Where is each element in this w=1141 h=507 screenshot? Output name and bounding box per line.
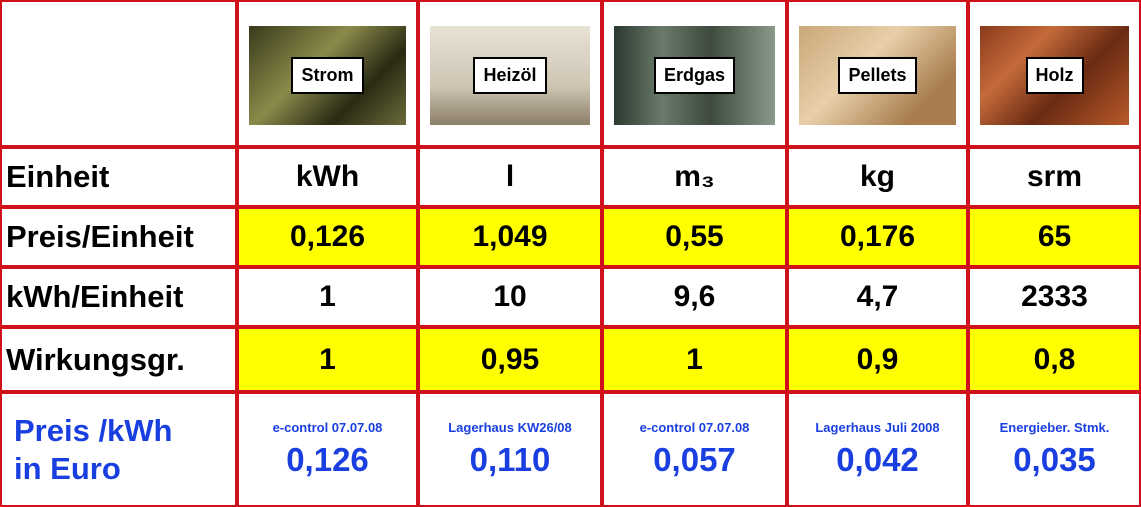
photo: Holz [980,26,1129,125]
price-per-kwh: 0,110 [470,441,551,479]
value-cell: 0,95 [420,329,600,390]
value-cell: 1 [239,329,416,390]
corner-cell [2,2,235,145]
photo: Strom [249,26,406,125]
value-cell: 1,049 [420,209,600,265]
price-per-kwh-cell: e-control 07.07.08 0,126 [239,394,416,505]
source: e-control 07.07.08 [273,420,383,435]
footer-label-line: Preis /kWh [14,412,173,450]
photo: Pellets [799,26,956,125]
value-cell: 0,9 [789,329,966,390]
price-per-kwh: 0,057 [653,441,736,479]
value-cell: 2333 [970,269,1139,325]
column-label: Heizöl [473,57,546,94]
column-label: Pellets [838,57,916,94]
price-per-kwh-cell: Lagerhaus Juli 2008 0,042 [789,394,966,505]
value-cell: 1 [239,269,416,325]
column-label: Strom [291,57,363,94]
footer-label-line: in Euro [14,450,121,488]
price-per-kwh: 0,035 [1013,441,1096,479]
price-per-kwh: 0,126 [286,441,369,479]
column-label: Erdgas [654,57,735,94]
value-cell: 0,126 [239,209,416,265]
value-cell: l [420,149,600,205]
source: Lagerhaus Juli 2008 [815,420,939,435]
photo: Erdgas [614,26,775,125]
column-header: Pellets [789,2,966,145]
price-table: Strom Heizöl Erdgas Pellets Holz EinheitkWhlm… [0,0,1141,507]
value-cell: kWh [239,149,416,205]
column-label: Holz [1026,57,1084,94]
value-cell: 0,176 [789,209,966,265]
value-cell: 0,8 [970,329,1139,390]
photo: Heizöl [430,26,590,125]
value-cell: 1 [604,329,785,390]
value-cell: kg [789,149,966,205]
value-cell: srm [970,149,1139,205]
column-header: Strom [239,2,416,145]
value-cell: 10 [420,269,600,325]
source: Lagerhaus KW26/08 [448,420,572,435]
column-header: Heizöl [420,2,600,145]
row-label: Preis/Einheit [2,209,235,265]
column-header: Erdgas [604,2,785,145]
source: Energieber. Stmk. [1000,420,1110,435]
value-cell: 0,55 [604,209,785,265]
value-cell: m₃ [604,149,785,205]
row-label: Wirkungsgr. [2,329,235,390]
row-label: kWh/Einheit [2,269,235,325]
column-header: Holz [970,2,1139,145]
price-per-kwh-cell: e-control 07.07.08 0,057 [604,394,785,505]
value-cell: 4,7 [789,269,966,325]
source: e-control 07.07.08 [640,420,750,435]
price-per-kwh-cell: Lagerhaus KW26/08 0,110 [420,394,600,505]
value-cell: 65 [970,209,1139,265]
value-cell: 9,6 [604,269,785,325]
price-per-kwh: 0,042 [836,441,919,479]
price-per-kwh-cell: Energieber. Stmk. 0,035 [970,394,1139,505]
row-label: Einheit [2,149,235,205]
page: {"table": { "columns": ["Strom", "Heizöl… [0,0,1141,507]
